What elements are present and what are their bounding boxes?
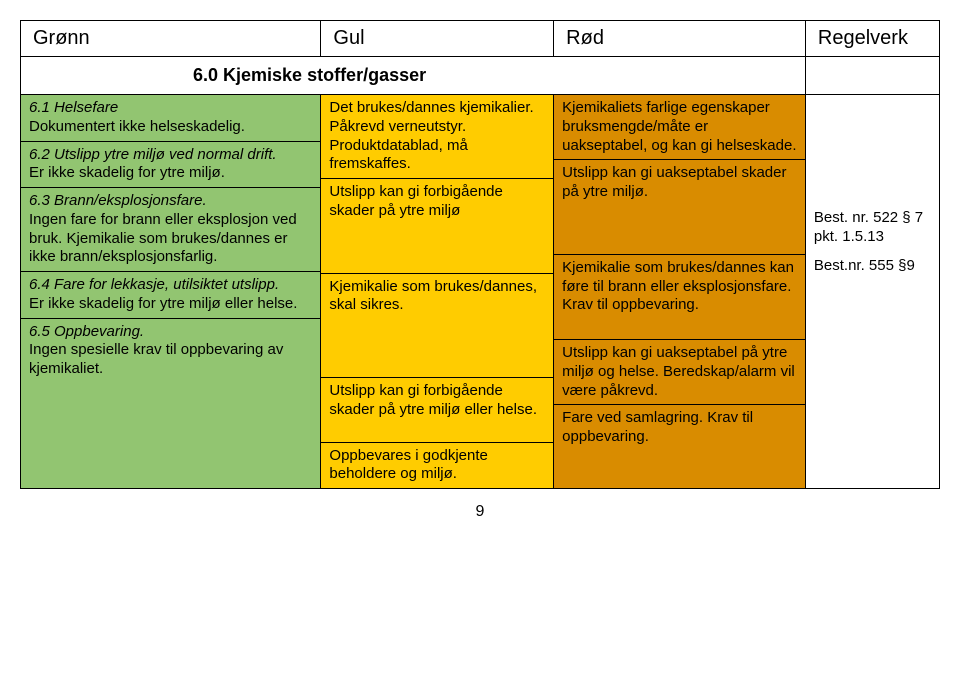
header-regel: Regelverk <box>805 21 939 57</box>
row3-green-body: Ingen fare for brann eller eksplosjon ve… <box>29 211 312 267</box>
yellow-col: Det brukes/dannes kjemikalier. Påkrevd v… <box>321 95 554 489</box>
row3-red: Kjemikalie som brukes/dannes kan føre ti… <box>562 259 797 315</box>
divider <box>554 339 805 340</box>
row5-green-title: 6.5 Oppbevaring. <box>29 323 144 340</box>
divider <box>21 318 320 319</box>
divider <box>21 271 320 272</box>
row5-green-body: Ingen spesielle krav til oppbevaring av … <box>29 341 312 379</box>
green-col: 6.1 Helsefare Dokumentert ikke helseskad… <box>21 95 321 489</box>
row4-red: Utslipp kan gi uakseptabel på ytre miljø… <box>562 344 797 400</box>
regel-col: Best. nr. 522 § 7 pkt. 1.5.13 Best.nr. 5… <box>805 95 939 489</box>
divider <box>21 141 320 142</box>
body-row: 6.1 Helsefare Dokumentert ikke helseskad… <box>21 95 940 489</box>
row2-red: Utslipp kan gi uakseptabel skader på ytr… <box>562 164 797 202</box>
row3-green-title: 6.3 Brann/eksplosjonsfare. <box>29 192 207 209</box>
regel-line1: Best. nr. 522 § 7 pkt. 1.5.13 <box>814 209 931 247</box>
divider <box>554 254 805 255</box>
risk-table: Grønn Gul Rød Regelverk 6.0 Kjemiske sto… <box>20 20 940 489</box>
header-red: Rød <box>554 21 806 57</box>
page-number: 9 <box>20 503 940 521</box>
header-row: Grønn Gul Rød Regelverk <box>21 21 940 57</box>
row1-red: Kjemikaliets farlige egenskaper bruksmen… <box>562 99 797 155</box>
header-green: Grønn <box>21 21 321 57</box>
row5-red: Fare ved samlagring. Krav til oppbevarin… <box>562 409 797 447</box>
row2-green-title: 6.2 Utslipp ytre miljø ved normal drift. <box>29 146 277 163</box>
section-title-cell: 6.0 Kjemiske stoffer/gasser <box>21 57 806 95</box>
row3-yellow: Kjemikalie som brukes/dannes, skal sikre… <box>329 278 545 316</box>
row5-yellow: Oppbevares i godkjente beholdere og milj… <box>329 447 545 485</box>
row1-green-body: Dokumentert ikke helseskadelig. <box>29 118 312 137</box>
red-col: Kjemikaliets farlige egenskaper bruksmen… <box>554 95 806 489</box>
row1-yellow: Det brukes/dannes kjemikalier. Påkrevd v… <box>329 99 545 174</box>
row4-green-title: 6.4 Fare for lekkasje, utilsiktet utslip… <box>29 276 279 293</box>
row4-green-body: Er ikke skadelig for ytre miljø eller he… <box>29 295 312 314</box>
row1-green-title: 6.1 Helsefare <box>29 99 118 116</box>
divider <box>321 442 553 443</box>
divider <box>554 159 805 160</box>
row2-yellow: Utslipp kan gi forbigående skader på ytr… <box>329 183 545 221</box>
divider <box>321 377 553 378</box>
divider <box>321 178 553 179</box>
header-yellow: Gul <box>321 21 554 57</box>
section-title: 6.0 Kjemiske stoffer/gasser <box>33 65 793 86</box>
divider <box>21 187 320 188</box>
divider <box>554 404 805 405</box>
section-title-regel-cell <box>805 57 939 95</box>
divider <box>321 273 553 274</box>
row4-yellow: Utslipp kan gi forbigående skader på ytr… <box>329 382 545 420</box>
regel-line2: Best.nr. 555 §9 <box>814 257 931 276</box>
section-title-row: 6.0 Kjemiske stoffer/gasser <box>21 57 940 95</box>
row2-green-body: Er ikke skadelig for ytre miljø. <box>29 164 312 183</box>
